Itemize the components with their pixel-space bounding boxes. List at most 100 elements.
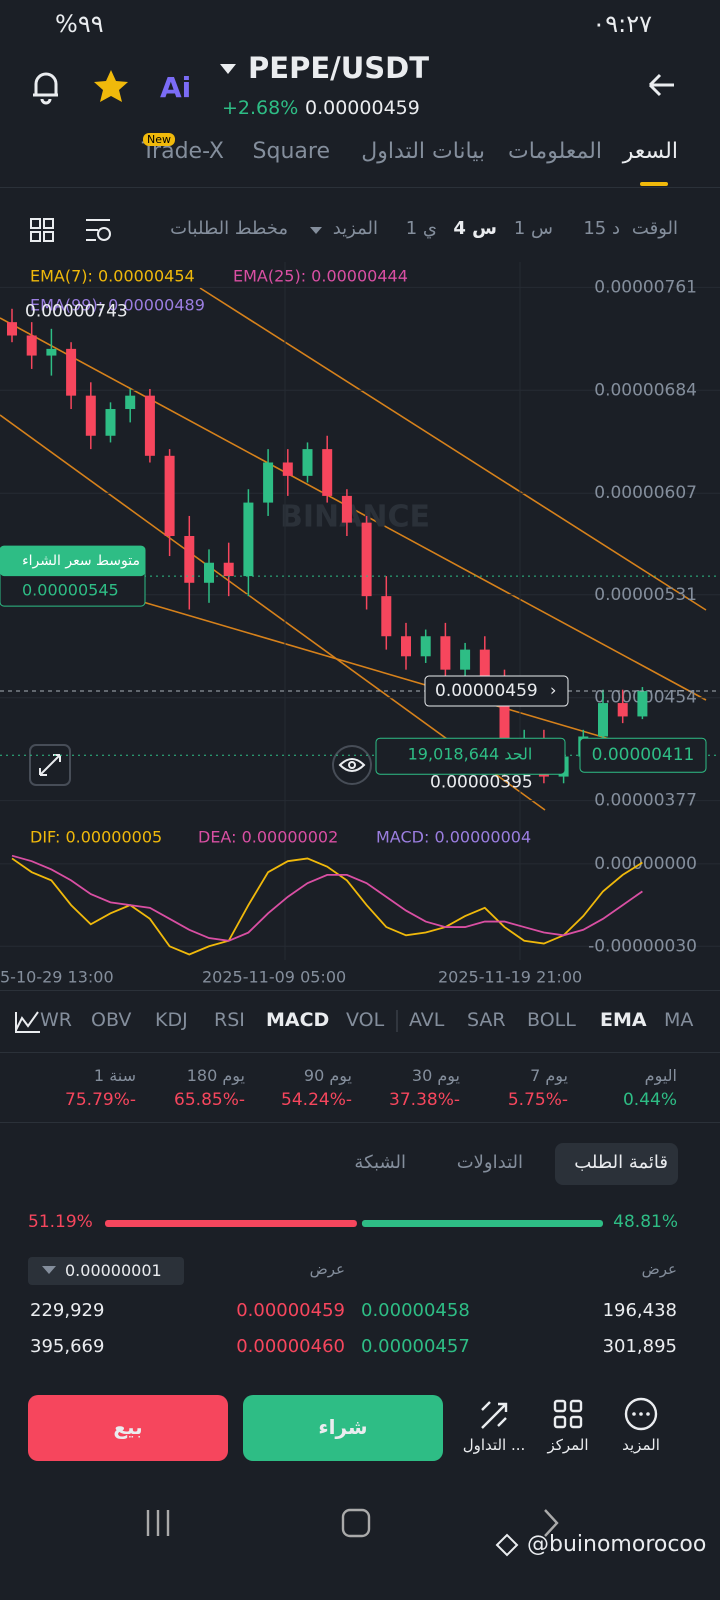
back-button[interactable] — [544, 1509, 559, 1537]
candle-body — [184, 536, 195, 583]
interval[interactable]: 1 س — [513, 218, 553, 239]
layout-icon[interactable] — [30, 231, 41, 242]
layout-icon[interactable] — [30, 218, 41, 229]
candle-body — [302, 449, 313, 476]
position-icon[interactable] — [553, 1399, 567, 1413]
book-tab[interactable]: التداولات — [456, 1152, 523, 1173]
candle-body — [223, 562, 234, 577]
buy-button[interactable] — [243, 1395, 443, 1461]
candle-body — [7, 322, 17, 336]
sell-label[interactable]: بيع — [113, 1415, 143, 1439]
binance-logo — [495, 1533, 519, 1557]
expand-button[interactable] — [29, 744, 71, 786]
chart-controls — [29, 744, 372, 786]
candle-body — [479, 649, 490, 684]
more-dropdown[interactable] — [310, 227, 322, 234]
eye-button[interactable] — [332, 745, 372, 785]
eye-icon[interactable] — [338, 758, 366, 772]
nav-label[interactable]: التداول ... — [462, 1436, 526, 1454]
indicator-tab[interactable]: MA — [664, 1009, 694, 1031]
position-icon[interactable] — [553, 1415, 567, 1429]
indicator-tab[interactable]: WR — [40, 1009, 72, 1031]
indicator-icon[interactable] — [15, 1011, 40, 1033]
more-icon[interactable] — [624, 1397, 658, 1431]
interval[interactable]: 1 ي — [405, 218, 437, 239]
col-header: عرض — [309, 1260, 345, 1278]
pair-dropdown[interactable] — [220, 64, 236, 74]
depth-bar — [361, 1220, 603, 1227]
price-box — [424, 675, 569, 707]
sell-button[interactable] — [28, 1395, 228, 1461]
watermark: BINANCE — [280, 500, 430, 535]
indicator-tab[interactable]: AVL — [409, 1009, 445, 1031]
x-tick-label: 2025-11-19 21:00 — [438, 968, 582, 987]
candle-body — [598, 703, 608, 737]
layout-icon[interactable] — [43, 218, 54, 229]
watermark: @buinomorocoo — [527, 1532, 707, 1557]
precision-dropdown — [42, 1266, 56, 1274]
nav-label[interactable]: المزيد — [622, 1436, 660, 1454]
tab[interactable]: بيانات التداول — [361, 139, 485, 164]
ai-button[interactable]: Ai — [160, 71, 192, 104]
trade-icon[interactable] — [481, 1401, 508, 1429]
tab[interactable]: المعلومات — [508, 139, 602, 164]
y-tick-label: 0.00000761 — [594, 277, 697, 297]
bid-amount: 301,895 — [602, 1336, 677, 1357]
expand-icon[interactable] — [39, 754, 61, 776]
precision[interactable]: 0.00000001 — [65, 1261, 162, 1280]
settings-icon[interactable] — [97, 227, 111, 241]
ask-price: 0.00000459 — [236, 1300, 345, 1321]
candle-body — [85, 395, 96, 436]
indicator-tab[interactable]: VOL — [346, 1009, 385, 1031]
indicator-tab[interactable]: OBV — [91, 1009, 132, 1031]
ema-label: EMA(7): 0.00000454 — [30, 267, 195, 286]
indicator-tab[interactable]: SAR — [467, 1009, 506, 1031]
y-tick-label: 0.00000531 — [594, 585, 697, 605]
recent-apps[interactable] — [146, 1510, 170, 1536]
interval[interactable]: مخطط الطلبات — [170, 218, 288, 239]
star-icon[interactable] — [94, 70, 128, 102]
precision-select[interactable] — [28, 1257, 184, 1285]
candle-body — [243, 502, 254, 577]
book-tab[interactable]: قائمة الطلب — [574, 1152, 668, 1173]
candle-body — [637, 691, 648, 717]
tab[interactable]: السعر — [622, 139, 678, 164]
home-button[interactable] — [341, 1508, 371, 1538]
back-icon[interactable] — [648, 73, 674, 97]
dot — [632, 1412, 636, 1416]
col-header: عرض — [641, 1260, 677, 1278]
indicator-tab[interactable]: RSI — [214, 1009, 245, 1031]
candle-body — [460, 649, 471, 670]
candle-body — [164, 455, 175, 536]
position-icon[interactable] — [569, 1399, 583, 1413]
indicator-tab[interactable]: KDJ — [155, 1009, 188, 1031]
bell-icon[interactable] — [33, 72, 58, 105]
eye-icon[interactable] — [348, 761, 356, 769]
layout-icon[interactable] — [43, 231, 54, 242]
buy-label[interactable]: شراء — [318, 1415, 368, 1439]
tab[interactable]: Trade-X — [141, 139, 224, 164]
position-icon[interactable] — [569, 1415, 583, 1429]
ema-label: EMA(99): 0.00000489 — [30, 296, 205, 315]
x-tick-label: 2025-11-09 05:00 — [202, 968, 346, 987]
bid-price: 0.00000458 — [361, 1300, 470, 1321]
clock: ٠٩:٢٧ — [592, 10, 652, 38]
low-marker: 0.00000395 — [430, 773, 533, 793]
book-tab[interactable]: الشبكة — [354, 1152, 406, 1173]
indicator-tab[interactable]: EMA — [600, 1009, 647, 1031]
macd-line — [11, 857, 643, 956]
nav-label[interactable]: المركز — [547, 1436, 589, 1454]
interval[interactable]: 15 د — [583, 218, 620, 239]
interval[interactable]: 4 س — [453, 218, 497, 239]
interval[interactable]: المزيد — [332, 218, 378, 239]
macd-label: DIF: 0.00000005 — [30, 828, 162, 847]
tab[interactable]: Square — [252, 139, 330, 164]
settings-icon[interactable] — [86, 219, 110, 241]
indicator-tab[interactable]: MACD — [266, 1009, 330, 1031]
y-tick-label: 0.00000684 — [594, 380, 697, 400]
candle-body — [381, 596, 392, 637]
indicator-tab[interactable]: BOLL — [527, 1009, 576, 1031]
period: 180 يوم — [186, 1066, 245, 1085]
divider — [0, 1052, 720, 1053]
current-price: 0.00000459 — [435, 681, 538, 701]
